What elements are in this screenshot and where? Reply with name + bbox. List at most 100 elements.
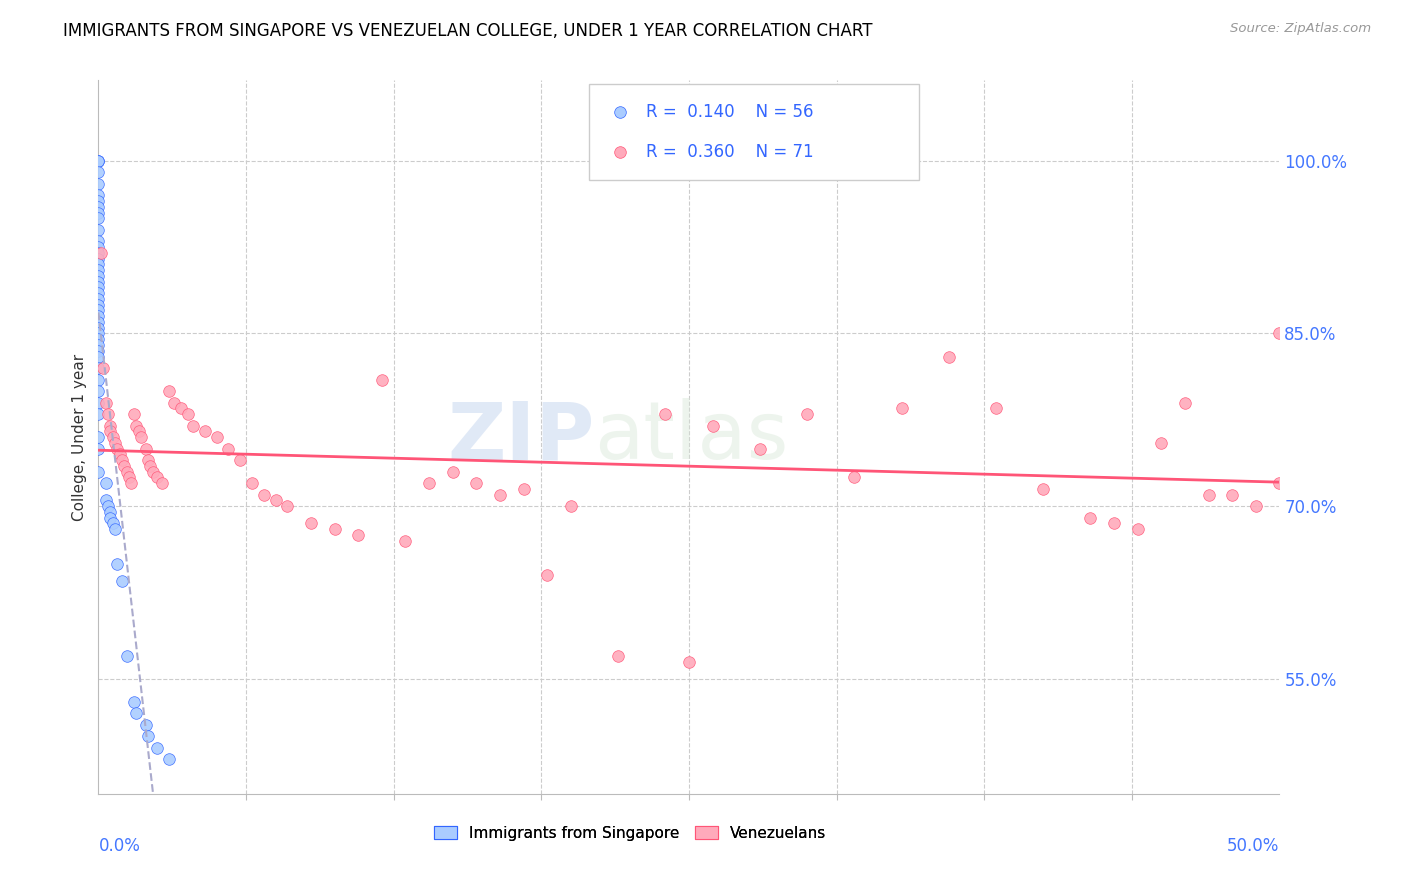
Point: [97, 499, 120, 513]
Point: [136, 729, 159, 743]
Point: [90, 246, 112, 260]
Point: [87, 320, 110, 334]
Point: [489, 488, 512, 502]
Legend: Immigrants from Singapore, Venezuelans: Immigrants from Singapore, Venezuelans: [427, 820, 832, 847]
Point: [87, 343, 110, 358]
Point: [135, 718, 157, 732]
Point: [1126, 522, 1149, 536]
Point: [984, 401, 1007, 416]
Point: [441, 465, 464, 479]
Point: [418, 476, 440, 491]
Point: [97, 407, 120, 421]
Text: R =  0.140    N = 56: R = 0.140 N = 56: [647, 103, 814, 121]
Point: [87, 235, 110, 249]
Point: [194, 425, 217, 439]
Point: [136, 453, 159, 467]
Point: [108, 447, 131, 461]
Point: [87, 442, 110, 456]
Point: [170, 401, 193, 416]
Point: [87, 153, 110, 168]
Point: [87, 372, 110, 386]
Point: [111, 453, 134, 467]
Point: [87, 223, 110, 237]
Point: [118, 470, 141, 484]
Point: [240, 476, 263, 491]
Point: [87, 303, 110, 318]
Point: [87, 211, 110, 226]
Point: [323, 522, 346, 536]
Point: [560, 499, 582, 513]
Point: [87, 165, 110, 179]
Point: [87, 153, 110, 168]
Text: ZIP: ZIP: [447, 398, 595, 476]
Point: [87, 188, 110, 202]
Point: [105, 442, 128, 456]
Point: [536, 568, 558, 582]
Point: [844, 470, 866, 484]
Point: [181, 418, 204, 433]
Point: [139, 458, 162, 473]
Point: [94, 476, 117, 491]
Point: [87, 200, 110, 214]
Point: [112, 458, 135, 473]
Text: 0.0%: 0.0%: [98, 837, 141, 855]
Point: [94, 493, 117, 508]
Point: [98, 418, 121, 433]
Point: [1268, 476, 1291, 491]
Point: [229, 453, 252, 467]
Point: [87, 315, 110, 329]
Point: [105, 557, 128, 571]
Y-axis label: College, Under 1 year: College, Under 1 year: [72, 353, 87, 521]
Point: [87, 298, 110, 312]
Point: [122, 695, 145, 709]
Point: [87, 177, 110, 191]
Point: [87, 268, 110, 283]
Point: [890, 401, 912, 416]
Point: [125, 706, 148, 721]
Point: [1198, 488, 1220, 502]
Point: [253, 488, 276, 502]
Text: Source: ZipAtlas.com: Source: ZipAtlas.com: [1230, 22, 1371, 36]
Point: [157, 384, 180, 398]
Point: [678, 655, 700, 669]
Point: [938, 350, 960, 364]
Point: [129, 430, 152, 444]
Point: [205, 430, 228, 444]
Point: [98, 425, 121, 439]
Point: [87, 252, 110, 266]
Point: [87, 275, 110, 289]
Point: [371, 372, 394, 386]
Point: [146, 740, 169, 755]
Point: [607, 648, 630, 663]
Point: [1244, 499, 1267, 513]
Point: [101, 430, 124, 444]
Point: [1032, 482, 1054, 496]
Point: [217, 442, 239, 456]
Point: [1174, 395, 1197, 409]
Point: [115, 465, 138, 479]
Point: [1102, 516, 1125, 531]
Point: [299, 516, 322, 531]
Point: [347, 528, 370, 542]
Point: [1150, 435, 1173, 450]
Point: [87, 205, 110, 219]
Point: [748, 442, 770, 456]
Point: [87, 338, 110, 352]
Point: [163, 395, 186, 409]
Point: [87, 246, 110, 260]
Point: [91, 361, 114, 376]
Point: [702, 418, 724, 433]
Point: [394, 533, 416, 548]
Point: [87, 292, 110, 306]
Point: [122, 407, 145, 421]
Point: [87, 280, 110, 294]
Point: [87, 257, 110, 271]
Point: [87, 153, 110, 168]
Point: [157, 752, 180, 766]
Point: [101, 516, 124, 531]
Point: [264, 493, 287, 508]
Text: 50.0%: 50.0%: [1227, 837, 1279, 855]
Point: [104, 522, 127, 536]
Point: [87, 407, 110, 421]
Point: [1268, 326, 1291, 341]
